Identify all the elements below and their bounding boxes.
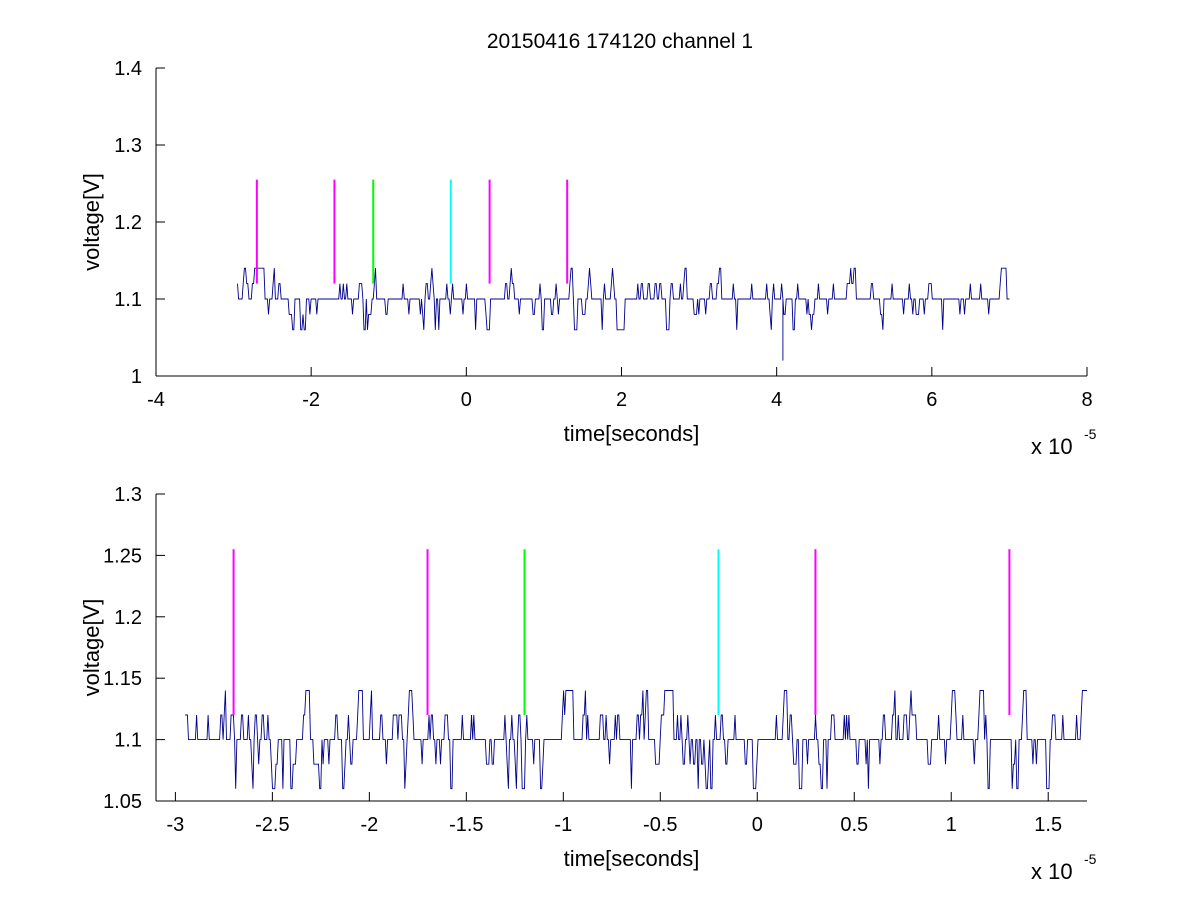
x-tick-label: 0.5: [840, 814, 868, 836]
x-tick-label: 0: [461, 389, 472, 411]
x-tick-label: -2: [302, 389, 320, 411]
x-tick-label: -0.5: [643, 814, 677, 836]
x-tick-label: -2: [360, 814, 378, 836]
x-axis-label: time[seconds]: [564, 421, 700, 446]
y-tick-label: 1.3: [114, 484, 142, 506]
y-tick-label: 1.2: [114, 212, 142, 234]
x-multiplier-label: x 10: [1031, 434, 1073, 459]
series-line: [237, 267, 1010, 361]
y-tick-label: 1.1: [114, 289, 142, 311]
y-tick-label: 1: [131, 366, 142, 388]
x-multiplier-exponent: -5: [1084, 851, 1097, 867]
y-tick-label: 1.15: [103, 668, 142, 690]
x-tick-label: -2.5: [255, 814, 289, 836]
x-tick-label: -4: [147, 389, 165, 411]
x-tick-label: 4: [771, 389, 782, 411]
x-tick-label: 1: [946, 814, 957, 836]
y-axis-label: voltage[V]: [79, 173, 104, 271]
x-tick-label: 0: [752, 814, 763, 836]
y-tick-label: 1.4: [114, 58, 142, 80]
y-tick-label: 1.25: [103, 545, 142, 567]
y-tick-label: 1.1: [114, 730, 142, 752]
chart-title: 20150416 174120 channel 1: [487, 30, 753, 53]
x-tick-label: -3: [166, 814, 184, 836]
y-tick-label: 1.3: [114, 135, 142, 157]
y-tick-label: 1.05: [103, 791, 142, 813]
x-tick-label: 2: [616, 389, 627, 411]
y-tick-label: 1.2: [114, 607, 142, 629]
x-multiplier-label: x 10: [1031, 859, 1073, 884]
x-multiplier-exponent: -5: [1084, 426, 1097, 442]
bottom-plot-panel: -3 -2.5 -2 -1.5 -1 -0.5 0 0.5 1 1.5 1.05 1.1 1.15 1.2…: [79, 484, 1097, 884]
x-tick-label: -1: [554, 814, 572, 836]
x-tick-label: 1.5: [1034, 814, 1062, 836]
x-tick-label: 8: [1081, 389, 1092, 411]
y-axis-label: voltage[V]: [79, 599, 104, 697]
x-tick-label: 6: [926, 389, 937, 411]
x-axis-label: time[seconds]: [564, 846, 700, 871]
series-line: [185, 690, 1087, 790]
x-tick-label: -1.5: [449, 814, 483, 836]
top-plot-panel: -4 -2 0 2 4 6 8 1 1.1 1.2 1.3 1.4 time[seconds] volta…: [79, 58, 1097, 459]
